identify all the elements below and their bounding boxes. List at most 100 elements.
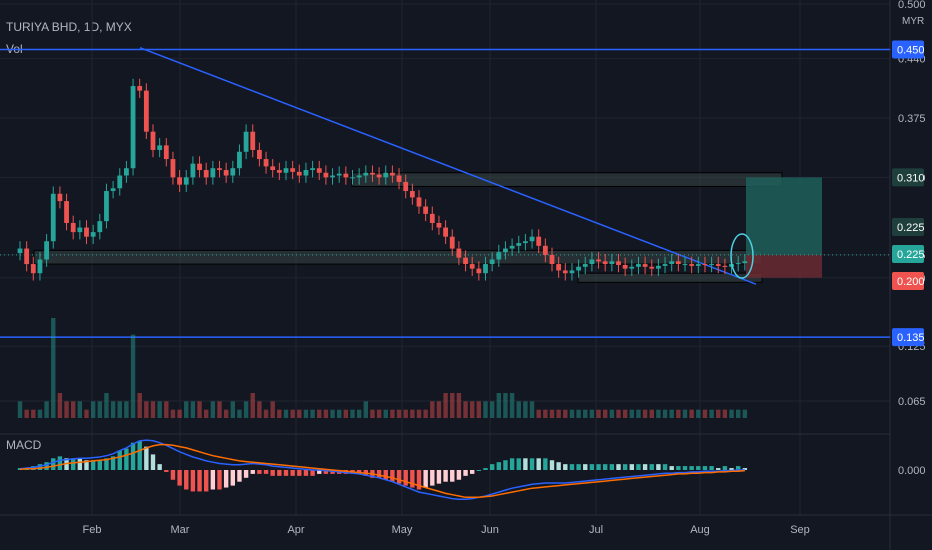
volume-bar (536, 409, 541, 418)
volume-bar (323, 409, 329, 418)
candle-body (463, 257, 468, 265)
macd-histogram-bar (656, 464, 661, 470)
candle-body (223, 170, 229, 176)
volume-bar (616, 409, 621, 418)
macd-histogram-bar (71, 458, 76, 470)
candle-body (536, 236, 542, 246)
volume-bar (31, 409, 36, 418)
macd-histogram-bar (709, 466, 714, 470)
volume-bar (450, 393, 455, 418)
currency-label: MYR (902, 16, 925, 27)
volume-bar (84, 409, 89, 418)
macd-histogram-bar (529, 458, 535, 470)
macd-histogram-bar (144, 446, 149, 470)
volume-bar (150, 401, 156, 418)
candle-body (695, 264, 701, 266)
macd-histogram-bar (736, 466, 741, 470)
candle-body (24, 248, 30, 265)
volume-bar (583, 409, 588, 418)
candle-body (370, 172, 375, 175)
volume-bar (569, 409, 575, 418)
volume-bar (463, 401, 468, 418)
volume-bar (403, 409, 408, 418)
macd-histogram-bar (263, 470, 269, 474)
x-tick-label: Feb (83, 524, 102, 536)
candle-body (17, 248, 23, 254)
macd-histogram-bar (622, 464, 628, 470)
candle-body (210, 168, 216, 178)
x-tick-label: Jul (589, 524, 603, 536)
candle-body (556, 264, 562, 271)
macd-histogram-bar (722, 466, 728, 470)
candle-body (323, 172, 329, 178)
candle-body (310, 168, 315, 171)
volume-bar (51, 318, 56, 418)
macd-histogram-bar (456, 470, 462, 480)
price-tag (892, 245, 924, 263)
volume-bar (443, 393, 448, 418)
volume-bar (456, 393, 462, 418)
macd-histogram-bar (317, 470, 322, 474)
volume-bar (396, 409, 402, 418)
volume-bar (503, 393, 508, 418)
volume-bar (470, 401, 475, 418)
macd-histogram-bar (523, 458, 528, 470)
volume-bar (416, 409, 422, 418)
candle-body (429, 213, 435, 223)
candle-body (296, 171, 302, 176)
macd-histogram-bar (642, 464, 648, 470)
volume-bar (130, 334, 136, 418)
volume-bar (144, 401, 149, 418)
macd-histogram-bar (689, 466, 694, 470)
volume-bar (17, 401, 23, 418)
candle-body (383, 172, 389, 178)
macd-histogram-bar (476, 470, 482, 471)
macd-histogram-bar (649, 464, 654, 470)
volume-bar (523, 401, 528, 418)
macd-histogram-bar (376, 470, 382, 478)
volume-bar (356, 409, 362, 418)
macd-histogram-bar (489, 464, 495, 470)
zone-lower-box (577, 272, 763, 283)
macd-histogram-bar (470, 470, 475, 474)
candle-body (203, 170, 209, 178)
candle-body (110, 188, 116, 192)
candle-body (662, 264, 668, 266)
candle-body (336, 173, 342, 176)
volume-bar (257, 401, 262, 418)
macd-histogram-bar (463, 470, 468, 476)
trendline (139, 47, 757, 285)
volume-bar (223, 409, 229, 418)
macd-histogram-bar (716, 468, 721, 470)
macd-histogram-bar (536, 458, 541, 470)
volume-bar (722, 409, 728, 418)
volume-bar (124, 401, 129, 418)
candle-body (97, 221, 103, 233)
macd-histogram-bar (210, 470, 216, 490)
macd-histogram-bar (204, 470, 209, 492)
volume-bar (184, 401, 189, 418)
volume-bar (137, 393, 142, 418)
macd-histogram-bar (616, 464, 621, 470)
candle-body (316, 168, 322, 173)
candle-body (390, 172, 395, 176)
candle-body (343, 173, 349, 178)
candle-body (44, 241, 49, 260)
macd-histogram-bar (97, 460, 102, 470)
price-tag-label: 0.135 (897, 332, 925, 344)
candle-body (416, 197, 422, 207)
macd-histogram-bar (230, 470, 235, 486)
volume-bar (177, 409, 182, 418)
volume-bar (90, 401, 96, 418)
candle-body (396, 175, 402, 182)
candle-body (649, 266, 655, 269)
candle-body (436, 222, 442, 228)
x-tick-label: Apr (287, 524, 304, 536)
candle-body (529, 236, 535, 242)
macd-histogram-bar (303, 470, 309, 476)
candle-body (150, 131, 156, 150)
volume-bar (350, 409, 355, 418)
volume-bar (237, 409, 242, 418)
volume-bar (317, 409, 322, 418)
